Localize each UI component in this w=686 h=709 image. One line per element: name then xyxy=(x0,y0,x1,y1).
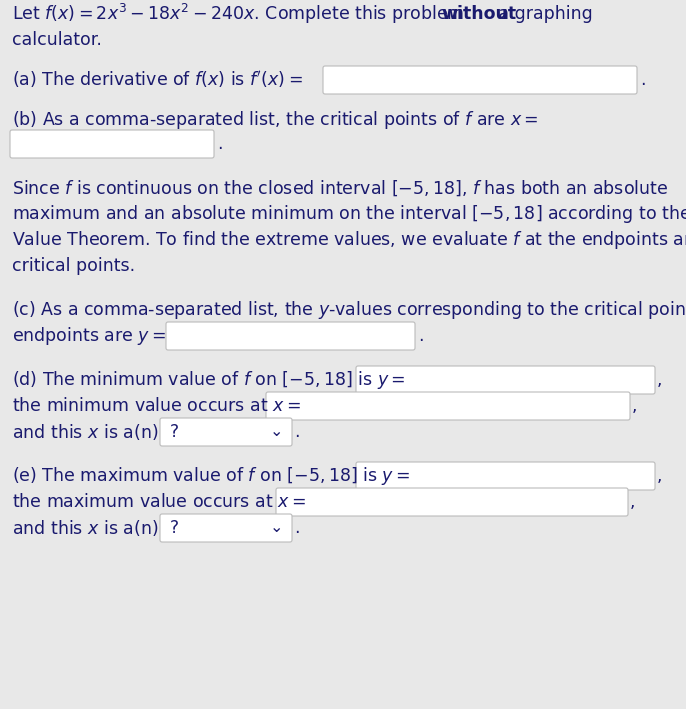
Text: ?: ? xyxy=(170,519,179,537)
Text: without: without xyxy=(441,5,516,23)
Text: critical points.: critical points. xyxy=(12,257,135,275)
Text: Value Theorem. To find the extreme values, we evaluate $f$ at the endpoints and : Value Theorem. To find the extreme value… xyxy=(12,229,686,251)
FancyBboxPatch shape xyxy=(266,392,630,420)
Text: ,: , xyxy=(632,397,637,415)
Text: (b) As a comma-separated list, the critical points of $f$ are $x =$: (b) As a comma-separated list, the criti… xyxy=(12,109,539,131)
Text: .: . xyxy=(294,519,300,537)
FancyBboxPatch shape xyxy=(10,130,214,158)
Text: and this $x$ is a(n): and this $x$ is a(n) xyxy=(12,518,158,538)
FancyBboxPatch shape xyxy=(166,322,415,350)
Text: (a) The derivative of $f(x)$ is $f'(x) =$: (a) The derivative of $f(x)$ is $f'(x) =… xyxy=(12,69,303,91)
Text: and this $x$ is a(n): and this $x$ is a(n) xyxy=(12,422,158,442)
Text: calculator.: calculator. xyxy=(12,31,102,49)
FancyBboxPatch shape xyxy=(323,66,637,94)
Text: (e) The maximum value of $f$ on $[-5, 18]$ is $y =$: (e) The maximum value of $f$ on $[-5, 18… xyxy=(12,465,410,487)
FancyBboxPatch shape xyxy=(276,488,628,516)
Text: maximum and an absolute minimum on the interval $[-5, 18]$ according to the Extr: maximum and an absolute minimum on the i… xyxy=(12,203,686,225)
Text: ⌄: ⌄ xyxy=(270,520,283,535)
Text: .: . xyxy=(418,327,423,345)
Text: ,: , xyxy=(657,371,663,389)
Text: Since $f$ is continuous on the closed interval $[-5, 18]$, $f$ has both an absol: Since $f$ is continuous on the closed in… xyxy=(12,178,668,198)
Text: (d) The minimum value of $f$ on $[-5, 18]$ is $y =$: (d) The minimum value of $f$ on $[-5, 18… xyxy=(12,369,405,391)
Text: the maximum value occurs at $x =$: the maximum value occurs at $x =$ xyxy=(12,493,306,511)
Text: .: . xyxy=(294,423,300,441)
FancyBboxPatch shape xyxy=(356,462,655,490)
Text: (c) As a comma-separated list, the $y$-values corresponding to the critical poin: (c) As a comma-separated list, the $y$-v… xyxy=(12,299,686,321)
Text: ⌄: ⌄ xyxy=(270,425,283,440)
Text: ,: , xyxy=(657,467,663,485)
Text: .: . xyxy=(217,135,222,153)
Text: a graphing: a graphing xyxy=(493,5,593,23)
Text: endpoints are $y =$: endpoints are $y =$ xyxy=(12,325,166,347)
FancyBboxPatch shape xyxy=(356,366,655,394)
FancyBboxPatch shape xyxy=(160,418,292,446)
Text: .: . xyxy=(640,71,646,89)
Text: ,: , xyxy=(630,493,635,511)
FancyBboxPatch shape xyxy=(160,514,292,542)
Text: Let $f(x) = 2x^3 - 18x^2 - 240x$. Complete this problem: Let $f(x) = 2x^3 - 18x^2 - 240x$. Comple… xyxy=(12,2,466,26)
Text: the minimum value occurs at $x =$: the minimum value occurs at $x =$ xyxy=(12,397,301,415)
Text: ?: ? xyxy=(170,423,179,441)
